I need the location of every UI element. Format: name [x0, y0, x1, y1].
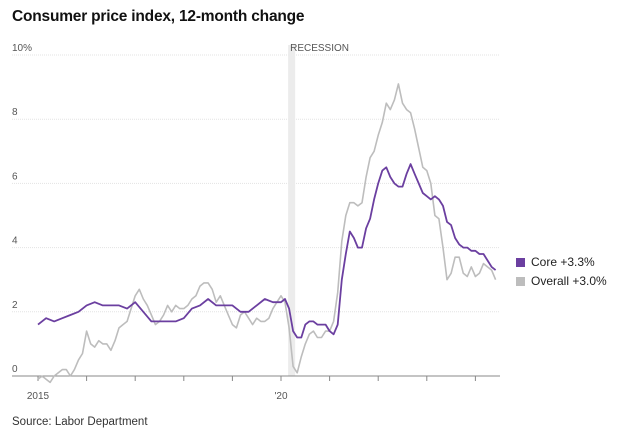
- legend-swatch-core: [516, 258, 525, 267]
- series-line-overall: [37, 83, 497, 384]
- recession-band: [288, 45, 296, 376]
- y-tick-label-10: 10%: [12, 43, 32, 54]
- legend-label-core: Core +3.3%: [531, 255, 595, 269]
- y-tick-label-6: 6: [12, 171, 18, 182]
- axes: [12, 375, 500, 381]
- legend-item-overall: Overall +3.0%: [516, 274, 607, 288]
- recession-shading: [288, 45, 296, 376]
- y-tick-label-2: 2: [12, 300, 18, 311]
- y-tick-label-0: 0: [12, 364, 18, 375]
- gridlines: [12, 54, 500, 313]
- x-tick-label-2015: 2015: [27, 391, 50, 402]
- series-line-core: [37, 163, 497, 339]
- legend-item-core: Core +3.3%: [516, 255, 595, 269]
- chart-title: Consumer price index, 12-month change: [12, 8, 305, 25]
- legend-label-overall: Overall +3.0%: [531, 274, 607, 288]
- recession-label: RECESSION: [290, 43, 349, 54]
- y-tick-label-8: 8: [12, 107, 18, 118]
- y-tick-label-4: 4: [12, 236, 18, 247]
- tick-labels: 0 2 4 6 8 10% RECESSION 2015 '20: [12, 43, 349, 402]
- source-note: Source: Labor Department: [12, 416, 148, 428]
- series-layer: [37, 83, 497, 384]
- x-tick-label-20: '20: [274, 391, 287, 402]
- legend-swatch-overall: [516, 277, 525, 286]
